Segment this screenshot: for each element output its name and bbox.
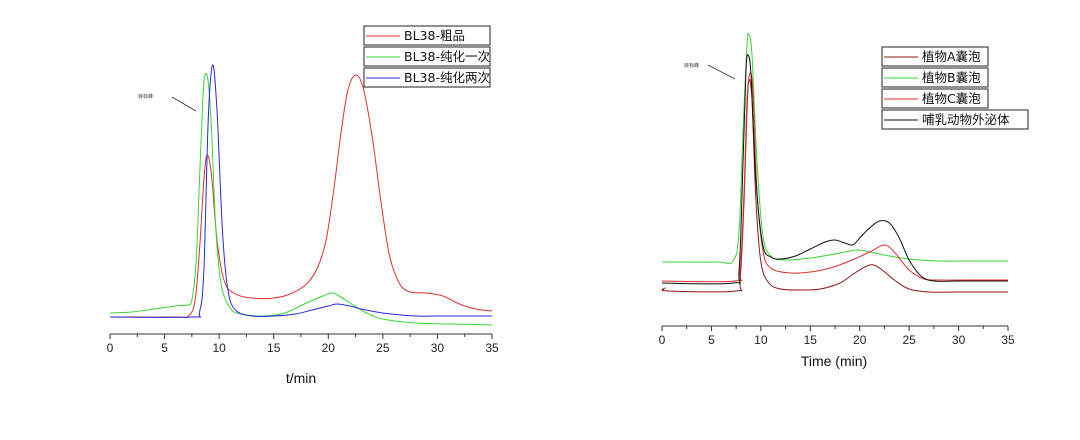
series-line (661, 32, 1008, 265)
left-x-axis-title: t/min (286, 370, 316, 386)
x-tick-label: 5 (161, 341, 168, 355)
legend-item: BL38-纯化两次 (363, 67, 491, 88)
right-chromatogram: 0 5 10 15 20 25 30 35 Time (min) 目标峰 植物A囊泡植物B囊泡… (659, 32, 1029, 369)
x-tick-label: 35 (1001, 333, 1015, 347)
legend-label: BL38-纯化两次 (404, 70, 490, 85)
legend-label: 植物C囊泡 (922, 91, 981, 106)
x-tick-label: 15 (267, 341, 281, 355)
series-line (661, 54, 1008, 285)
right-annotation: 目标峰 (684, 62, 736, 80)
legend-item: 哺乳动物外泌体 (881, 109, 1029, 130)
right-curves (661, 32, 1008, 293)
left-curves (109, 64, 493, 326)
left-legend: BL38-粗品 BL38-纯化一次 BL38-纯化两次 (363, 25, 491, 88)
right-annotation-label: 目标峰 (684, 62, 699, 69)
left-annotation-pointer (171, 96, 197, 112)
x-tick-label: 5 (708, 333, 715, 347)
legend-item: BL38-粗品 (363, 25, 491, 46)
series-line (661, 72, 1008, 283)
legend-item: 植物A囊泡 (881, 46, 989, 67)
left-annotation: 目标峰 (138, 93, 197, 112)
legend-label: BL38-粗品 (404, 28, 465, 43)
series-line (109, 64, 492, 318)
right-x-axis-title: Time (min) (801, 353, 867, 369)
x-tick-label: 30 (952, 333, 966, 347)
legend-label: BL38-纯化一次 (404, 49, 490, 64)
legend-label: 哺乳动物外泌体 (922, 112, 1010, 127)
x-tick-label: 25 (902, 333, 916, 347)
x-tick-label: 10 (212, 341, 226, 355)
legend-item: BL38-纯化一次 (363, 46, 491, 67)
left-x-axis: 0 5 10 15 20 25 30 35 (107, 333, 499, 355)
x-tick-label: 20 (322, 341, 336, 355)
left-chromatogram: 0 5 10 15 20 25 30 35 t/min 目标峰 BL38-粗品 BL38-纯化一… (107, 25, 499, 386)
legend-label: 植物A囊泡 (922, 49, 981, 64)
series-line (109, 74, 493, 318)
x-tick-label: 30 (431, 341, 445, 355)
x-tick-label: 25 (376, 341, 390, 355)
x-tick-label: 20 (853, 333, 867, 347)
legend-item: 植物C囊泡 (881, 88, 989, 109)
x-tick-label: 15 (804, 333, 818, 347)
right-annotation-pointer (707, 64, 736, 80)
left-annotation-label: 目标峰 (138, 93, 153, 100)
x-tick-label: 0 (659, 333, 666, 347)
x-tick-label: 10 (754, 333, 768, 347)
x-tick-label: 0 (107, 341, 114, 355)
x-tick-label: 35 (485, 341, 499, 355)
series-line (109, 72, 493, 326)
legend-label: 植物B囊泡 (922, 70, 981, 85)
legend-item: 植物B囊泡 (881, 67, 989, 88)
right-x-axis: 0 5 10 15 20 25 30 35 (659, 325, 1015, 347)
